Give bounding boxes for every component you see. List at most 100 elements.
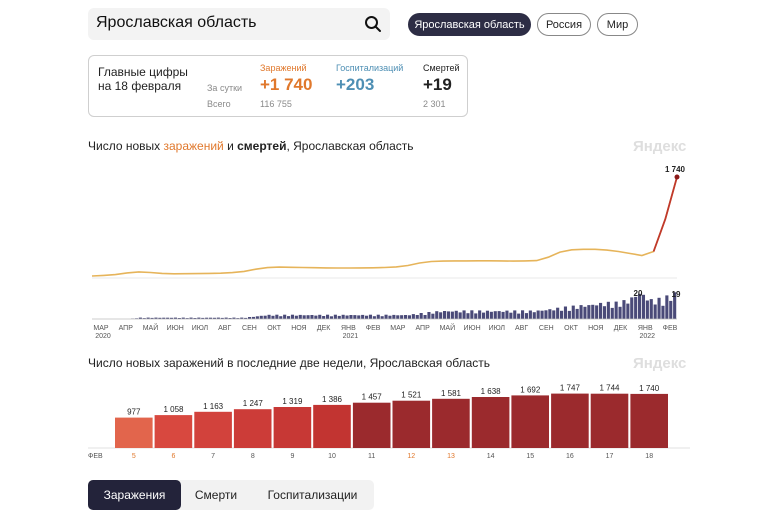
infections-label: Заражений: [260, 63, 307, 73]
search-input[interactable]: Ярославская область: [96, 14, 257, 31]
bar-11: [352, 402, 391, 448]
month-tick-label: ДЕК: [317, 325, 331, 332]
month-tick-label: ДЕК: [614, 325, 628, 332]
deaths-bar: [407, 315, 412, 319]
deaths-bar: [283, 314, 287, 319]
search-icon[interactable]: [364, 15, 382, 33]
tab-deaths[interactable]: Смерти: [194, 488, 238, 502]
deaths-bar: [524, 313, 529, 319]
hospital-label: Госпитализаций: [336, 63, 404, 73]
deaths-bar: [193, 318, 197, 319]
deaths-bar: [669, 300, 673, 319]
deaths-bar: [485, 310, 490, 319]
deaths-day-value: +19: [423, 75, 452, 94]
month-tick-label: АВГ: [515, 325, 528, 332]
month-tick-label: ИЮН: [167, 325, 184, 332]
deaths-bar: [528, 310, 532, 319]
year-tick-label: 2020: [95, 333, 111, 340]
tab-hospitalizations[interactable]: Госпитализации: [267, 488, 358, 502]
deaths-bar: [322, 316, 326, 319]
deaths-bar: [259, 315, 263, 319]
deaths-bar: [290, 314, 295, 319]
deaths-label-peak: 20: [634, 289, 643, 298]
month-tick-label: МАЙ: [143, 323, 159, 332]
deaths-bar: [392, 314, 396, 319]
bar-10: [313, 404, 351, 448]
category-tick-label: 18: [645, 453, 653, 460]
bar-18: [630, 393, 668, 448]
category-tick-label: 11: [368, 453, 375, 460]
search-box[interactable]: Ярославская область: [88, 8, 390, 40]
deaths-bar: [673, 292, 677, 319]
deaths-bar: [583, 306, 587, 319]
deaths-histogram: [131, 292, 677, 319]
deaths-bar: [423, 315, 427, 319]
deaths-bar: [614, 301, 618, 319]
deaths-bar: [587, 305, 591, 319]
bar-6: [154, 415, 193, 448]
chart1-infections-deaths: 1 740 20 19 МАР АПР МАЙ ИЮН ИЮЛ АВГ СЕН ОКТ НОЯ ДЕК Я…: [91, 165, 686, 340]
deaths-bar: [298, 314, 302, 319]
deaths-bar: [622, 300, 626, 319]
deaths-bar: [548, 309, 552, 319]
deaths-bar: [209, 317, 213, 319]
month-tick-label: ФЕВ: [663, 325, 678, 332]
region-button-yaroslavl[interactable]: Ярославская область: [408, 13, 531, 36]
bar-value-label: 1 163: [203, 402, 224, 411]
row-label-day: За сутки: [207, 83, 243, 93]
month-tick-label: АПР: [415, 325, 430, 332]
deaths-bar: [388, 315, 392, 319]
bar-value-label: 1 744: [599, 384, 620, 393]
month-tick-label: ОКТ: [564, 325, 579, 332]
month-tick-label: АПР: [119, 325, 134, 332]
category-tick-label: 14: [487, 453, 495, 460]
deaths-bar: [240, 317, 244, 319]
tab-infections[interactable]: Заражения: [88, 480, 181, 510]
region-button-world[interactable]: Мир: [597, 13, 638, 36]
bar-value-label: 1 747: [560, 384, 581, 393]
deaths-label: Смертей: [423, 63, 460, 73]
deaths-bar: [142, 318, 146, 319]
bar-value-label: 1 692: [520, 385, 541, 394]
bar-value-label: 1 521: [401, 391, 422, 400]
deaths-bar: [212, 317, 217, 319]
deaths-bar: [228, 318, 232, 319]
deaths-bar: [205, 317, 209, 319]
deaths-bar: [376, 314, 380, 319]
bar-13: [432, 398, 470, 448]
month-tick-label: ФЕВ: [366, 325, 381, 332]
summary-title: Главные цифры на 18 февраля: [98, 65, 188, 93]
bar-14: [471, 397, 510, 448]
deaths-bar: [162, 317, 166, 319]
deaths-bar: [411, 314, 415, 319]
deaths-bar: [326, 314, 330, 319]
deaths-bar: [595, 305, 599, 319]
bar-8: [233, 409, 272, 448]
deaths-bar: [341, 314, 345, 319]
deaths-bar: [591, 304, 595, 319]
deaths-bar: [154, 317, 158, 319]
region-button-russia[interactable]: Россия: [537, 13, 591, 36]
infections-line-recent: [652, 176, 678, 252]
deaths-bar: [630, 297, 634, 319]
deaths-bar: [329, 316, 334, 319]
deaths-bar: [435, 311, 439, 319]
deaths-bar: [255, 316, 259, 319]
deaths-bar: [610, 307, 614, 319]
deaths-bar: [602, 306, 607, 319]
deaths-bar: [560, 310, 564, 319]
deaths-bar: [579, 305, 583, 319]
deaths-bar: [634, 296, 638, 319]
deaths-bar: [439, 312, 443, 319]
year-tick-label: 2021: [343, 333, 359, 340]
deaths-bar: [302, 315, 306, 319]
deaths-bar: [489, 311, 493, 319]
deaths-bar: [170, 317, 174, 319]
deaths-bar: [337, 315, 341, 319]
deaths-bar: [361, 314, 365, 319]
deaths-bar: [532, 312, 536, 319]
deaths-bar: [466, 313, 470, 319]
deaths-bar: [158, 317, 162, 319]
deaths-bar: [177, 318, 181, 319]
deaths-bar: [384, 314, 388, 319]
